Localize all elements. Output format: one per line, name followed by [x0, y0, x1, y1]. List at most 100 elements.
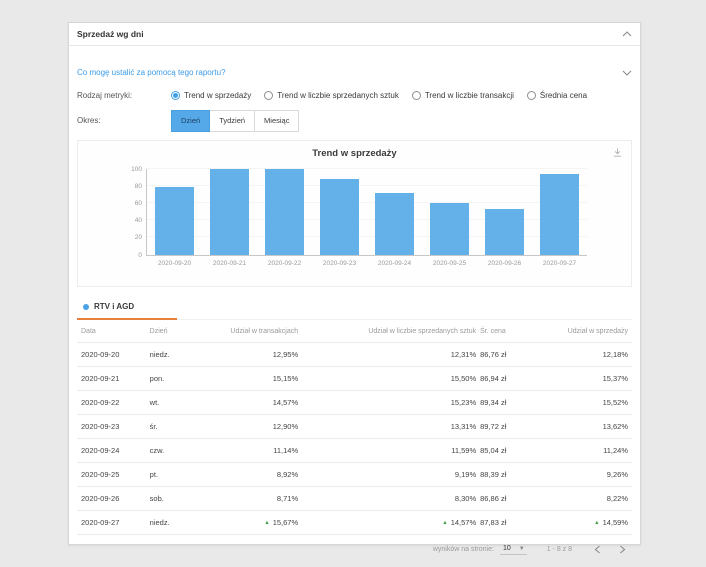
cell-data: 2020-09-22 — [77, 390, 148, 415]
trend-up-icon: ▲ — [594, 520, 600, 526]
radio-icon[interactable] — [526, 91, 536, 100]
cell-units: 11,59% — [300, 438, 479, 463]
y-tick-label: 0 — [138, 251, 142, 259]
cell-transactions: 12,90% — [185, 414, 301, 439]
cell-sales: 11,24% — [526, 438, 632, 463]
chart-container: Trend w sprzedaży 0 20 40 60 80 100 2020-09-2… — [77, 139, 632, 287]
table-row: 2020-09-23 śr. 12,90% 13,31% 89,72 zł 13,62% — [77, 414, 632, 439]
cell-sales: ▲ 14,59% — [526, 510, 632, 534]
page-range: 1 - 8 z 8 — [546, 546, 572, 553]
bar-2020-09-25[interactable] — [429, 202, 470, 255]
metric-option-0[interactable]: Trend w sprzedaży — [171, 91, 251, 100]
per-page-control: wyników na stronie: 10 ▼ — [433, 544, 527, 555]
bar-2020-09-20[interactable] — [154, 187, 195, 255]
per-page-value: 10 — [502, 545, 511, 552]
table-body: 2020-09-20 niedz. 12,95% 12,31% 86,76 zł 12,1… — [77, 342, 632, 534]
cell-avg_price: 89,34 zł — [478, 390, 527, 415]
help-link[interactable]: Co mogę ustalić za pomocą tego raportu? — [77, 68, 226, 77]
cell-transactions: 11,14% — [185, 438, 301, 463]
metric-option-3[interactable]: Średnia cena — [526, 91, 588, 100]
gridline — [147, 236, 587, 238]
sales-table: Data Dzień Udział w transakcjach Udział w l… — [77, 320, 632, 534]
x-axis-labels: 2020-09-20 2020-09-21 2020-09-22 2020-09-23… — [147, 260, 587, 267]
y-tick-label: 20 — [134, 234, 142, 242]
period-label: Okres: — [77, 116, 101, 126]
gridline — [147, 201, 587, 203]
bar-2020-09-22[interactable] — [264, 168, 305, 255]
cell-units: 13,31% — [300, 414, 479, 439]
y-tick-label: 60 — [134, 199, 142, 207]
x-tick-label: 2020-09-23 — [322, 259, 357, 267]
cell-units: 12,31% — [300, 342, 479, 367]
y-tick-label: 100 — [131, 165, 142, 173]
table-row: 2020-09-25 pt. 8,92% 9,19% 88,39 zł 9,26% — [77, 462, 632, 487]
metric-option-label: Trend w sprzedaży — [184, 91, 252, 100]
collapse-panel-icon[interactable] — [622, 31, 632, 37]
tab-rtv-agd[interactable]: RTV i AGD — [77, 298, 177, 320]
y-tick-label: 80 — [134, 182, 142, 190]
cell-data: 2020-09-25 — [77, 462, 148, 487]
bar-slot — [147, 169, 202, 255]
period-button-tydzien[interactable]: Tydzień — [209, 110, 256, 132]
column-header-day: Dzień — [149, 328, 168, 335]
table-footer: wyników na stronie: 10 ▼ 1 - 8 z 8 — [77, 534, 632, 564]
cell-avg_price: 88,39 zł — [478, 462, 527, 487]
bar-2020-09-26[interactable] — [484, 208, 525, 255]
cell-sales: 15,52% — [526, 390, 632, 415]
cell-sales: 12,18% — [526, 342, 632, 367]
metric-option-label: Średnia cena — [539, 91, 588, 100]
per-page-select[interactable]: 10 ▼ — [499, 544, 527, 555]
period-button-miesiac[interactable]: Miesiąc — [254, 110, 300, 132]
metric-option-2[interactable]: Trend w liczbie transakcji — [411, 91, 514, 100]
metric-option-1[interactable]: Trend w liczbie sprzedanych sztuk — [264, 91, 399, 100]
bar-slot — [257, 168, 312, 255]
cell-transactions: 12,95% — [185, 342, 301, 367]
card-body: Co mogę ustalić za pomocą tego raportu? … — [69, 68, 640, 564]
column-header-units: Udział w liczbie sprzedanych sztuk — [368, 328, 477, 335]
cell-transactions: 14,57% — [185, 390, 301, 415]
prev-page-button[interactable] — [594, 545, 601, 554]
cell-day: pon. — [147, 366, 186, 391]
radio-selected-icon[interactable] — [171, 91, 180, 100]
cell-avg_price: 86,76 zł — [478, 342, 527, 367]
bar-2020-09-21[interactable] — [209, 169, 250, 255]
radio-icon[interactable] — [411, 91, 421, 100]
table-row: 2020-09-27 niedz. ▲ 15,67% ▲ 14,57% 87,83 zł ▲ 1… — [77, 510, 632, 534]
cell-day: wt. — [147, 390, 186, 415]
cell-units: ▲ 14,57% — [300, 510, 479, 534]
chart-title: Trend w sprzedaży — [312, 147, 397, 159]
radio-icon[interactable] — [264, 91, 274, 100]
cell-day: niedz. — [147, 510, 186, 534]
cell-units: 15,23% — [300, 390, 479, 415]
period-button-group: Dzień Tydzień Miesiąc — [171, 110, 300, 132]
table-row: 2020-09-21 pon. 15,15% 15,50% 86,94 zł 15,37% — [77, 366, 632, 391]
table-header-row: Data Dzień Udział w transakcjach Udział w l… — [77, 320, 632, 343]
trend-up-icon: ▲ — [442, 520, 448, 526]
x-tick-label: 2020-09-24 — [377, 259, 412, 267]
download-chart-icon[interactable] — [612, 147, 623, 158]
x-tick-label: 2020-09-22 — [267, 259, 302, 267]
cell-avg_price: 86,86 zł — [478, 486, 527, 511]
tab-row: RTV i AGD — [77, 297, 632, 320]
column-header-transactions: Udział w transakcjach — [230, 328, 299, 335]
bar-slot — [532, 169, 587, 255]
next-page-button[interactable] — [619, 545, 626, 554]
x-tick-label: 2020-09-25 — [432, 259, 467, 267]
bar-2020-09-27[interactable] — [539, 173, 580, 255]
chart-plot: 0 20 40 60 80 100 2020-09-20 2020-09-21 2020-09… — [131, 166, 587, 267]
x-tick-label: 2020-09-26 — [487, 259, 522, 267]
x-tick-label: 2020-09-27 — [542, 259, 577, 267]
bar-2020-09-24[interactable] — [374, 192, 415, 255]
metric-option-label: Trend w liczbie sprzedanych sztuk — [277, 91, 399, 100]
period-button-dzien[interactable]: Dzień — [171, 110, 211, 132]
cell-transactions: 8,92% — [185, 462, 301, 487]
bars — [147, 168, 587, 255]
metric-row: Rodzaj metryki: Trend w sprzedaży Trend w… — [77, 91, 632, 100]
gridline — [147, 184, 587, 186]
expand-help-icon[interactable] — [622, 70, 632, 76]
bar-2020-09-23[interactable] — [319, 178, 360, 255]
bar-slot — [312, 169, 367, 255]
cell-avg_price: 86,94 zł — [478, 366, 527, 391]
gridline — [147, 167, 587, 169]
card-header: Sprzedaż wg dni — [69, 23, 640, 46]
